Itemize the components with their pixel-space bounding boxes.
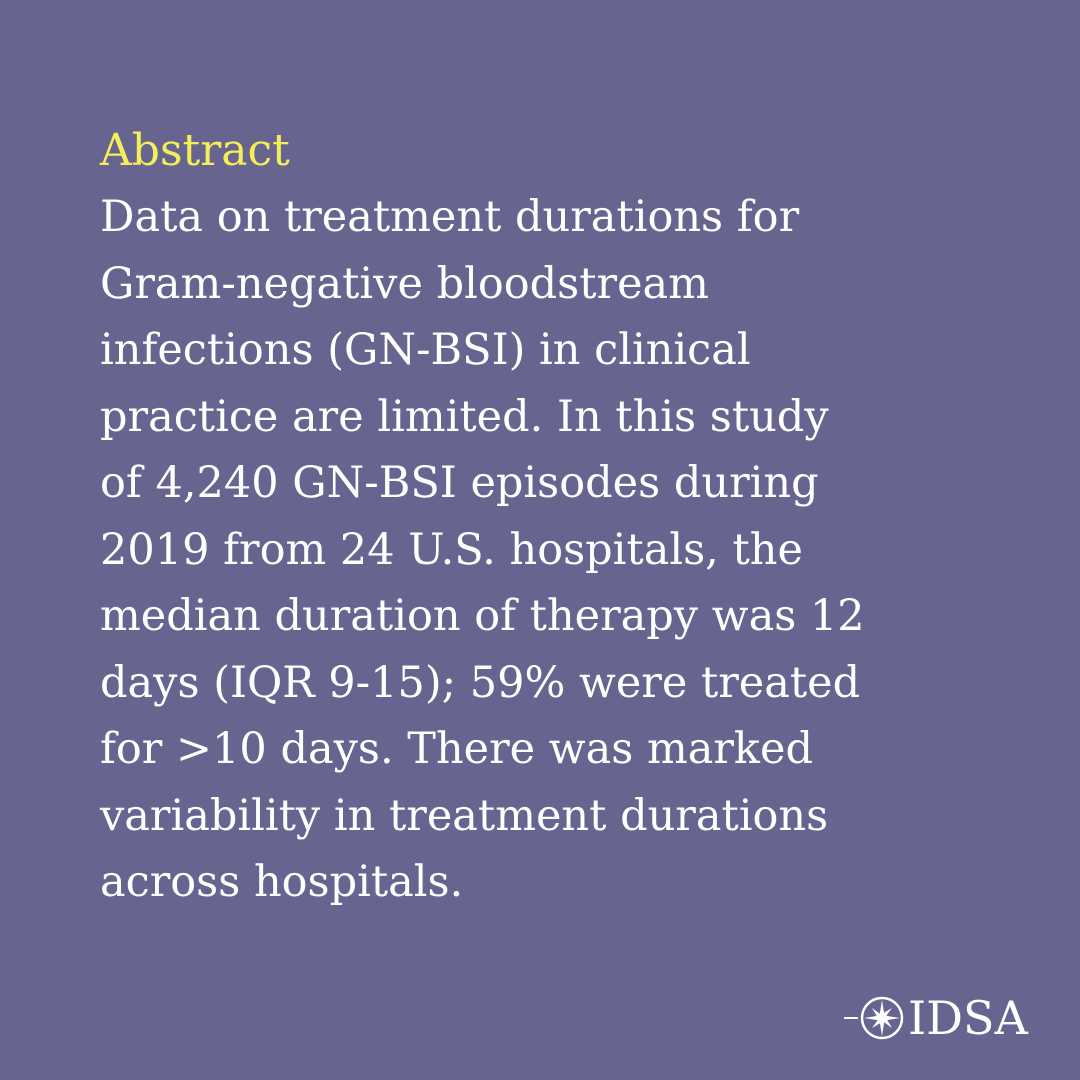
- abstract-heading: Abstract: [100, 125, 290, 176]
- abstract-line: for >10 days. There was marked: [100, 724, 813, 774]
- abstract-body: Data on treatment durations for Gram-neg…: [100, 184, 1000, 916]
- abstract-line: variability in treatment durations: [100, 790, 829, 841]
- abstract-line: Gram-negative bloodstream: [100, 258, 709, 309]
- abstract-line: practice are limited. In this study: [100, 391, 829, 442]
- abstract-line: across hospitals.: [100, 857, 464, 907]
- abstract-content: Abstract Data on treatment durations for…: [100, 118, 1000, 916]
- abstract-line: of 4,240 GN-BSI episodes during: [100, 458, 819, 508]
- idsa-logo: IDSA: [844, 990, 1028, 1046]
- abstract-line: days (IQR 9-15); 59% were treated: [100, 657, 861, 708]
- abstract-line: median duration of therapy was 12: [100, 591, 865, 641]
- logo-text: IDSA: [908, 991, 1028, 1045]
- abstract-line: Data on treatment durations for: [100, 192, 800, 242]
- abstract-line: infections (GN-BSI) in clinical: [100, 325, 751, 375]
- abstract-line: 2019 from 24 U.S. hospitals, the: [100, 524, 803, 575]
- compass-star-icon: [844, 996, 904, 1040]
